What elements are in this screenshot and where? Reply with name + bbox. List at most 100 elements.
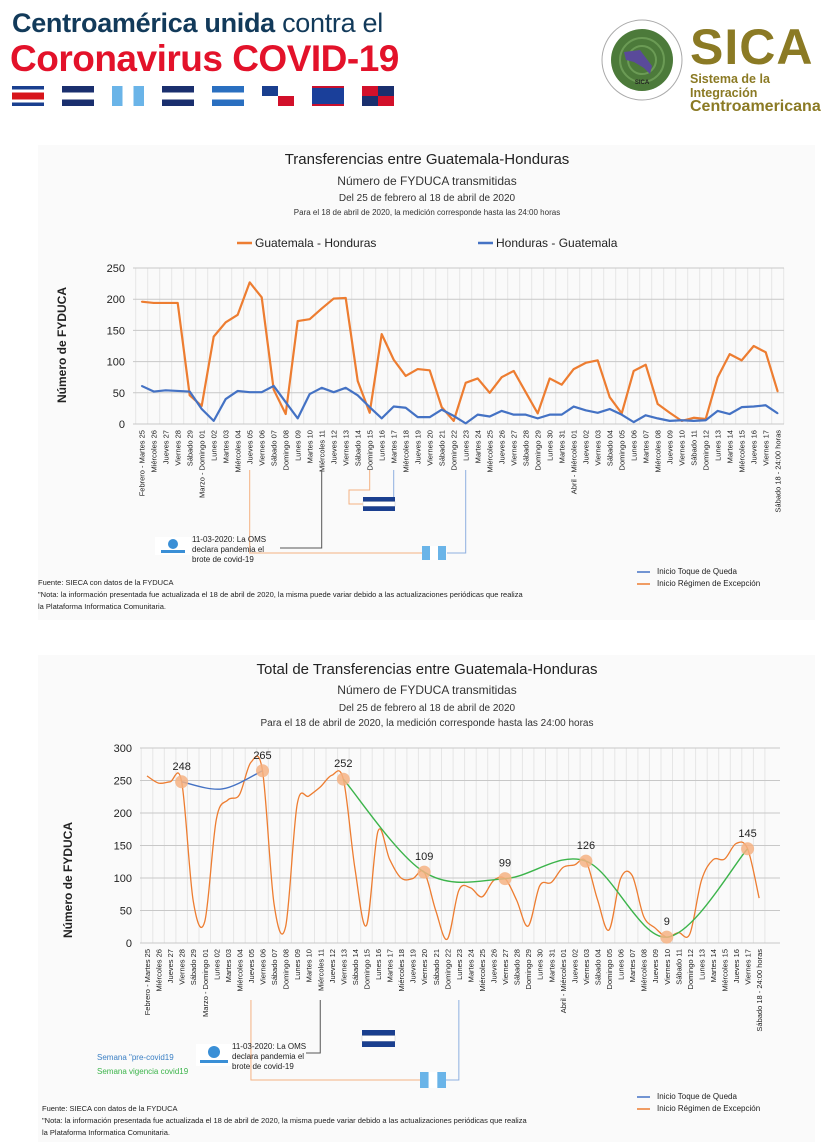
x-tick-label: Lunes 23 — [455, 949, 464, 980]
x-tick-label: Sábado 04 — [606, 430, 615, 466]
data-point — [272, 385, 275, 387]
data-point — [596, 411, 599, 414]
data-point — [272, 388, 275, 391]
data-point — [332, 297, 335, 300]
who-text-line: 11-03-2020: La OMS — [192, 535, 267, 544]
flag-nicaragua-icon — [212, 86, 244, 106]
data-point — [380, 417, 383, 420]
legend-exception-2: Inicio Régimen de Excepción — [657, 1104, 761, 1113]
data-point — [572, 368, 575, 370]
data-point — [368, 406, 371, 408]
x-tick-label: Martes 31 — [558, 430, 567, 463]
flag-dominican-republic-icon — [362, 86, 394, 106]
data-point — [248, 281, 251, 284]
data-point — [212, 420, 215, 422]
x-tick-label: Martes 24 — [474, 430, 483, 463]
data-point — [512, 413, 515, 416]
x-tick-label: Domingo 22 — [450, 430, 459, 470]
guatemala-flag-icon — [430, 546, 438, 560]
x-tick-label: Sábado 11 — [690, 430, 699, 466]
data-point — [152, 390, 155, 393]
guatemala-flag-icon — [422, 546, 430, 560]
y-tick-label: 300 — [114, 743, 132, 755]
highlight-marker — [256, 764, 269, 778]
banner-line-2: Coronavirus COVID-19 — [10, 38, 399, 79]
series-line-gt-hn — [141, 281, 779, 422]
honduras-connector — [348, 470, 371, 505]
sica-subtitle: Sistema de la Integración Centroamericana — [690, 72, 825, 115]
y-axis-label: Número de FYDUCA — [61, 822, 75, 938]
flag-belize-icon — [312, 86, 344, 106]
x-tick-label: Viernes 10 — [663, 949, 672, 985]
legend-week-pre: Semana "pre-covid19 — [97, 1053, 174, 1062]
data-label: 252 — [334, 758, 352, 770]
chart-2-footer: Fuente: SIECA con datos de la FYDUCA "Not… — [42, 1103, 527, 1139]
x-tick-label: Domingo 15 — [362, 949, 371, 989]
data-label: 248 — [172, 761, 190, 773]
x-tick-label: Sábado 28 — [513, 949, 522, 985]
data-point — [428, 369, 431, 372]
data-point — [284, 401, 287, 403]
data-point — [500, 410, 503, 412]
highlight-marker — [417, 865, 431, 879]
source-text: Fuente: SIECA con datos de la FYDUCA — [42, 1104, 178, 1113]
x-tick-label: Viernes 17 — [744, 949, 753, 985]
data-point — [488, 392, 491, 394]
x-tick-label: Viernes 27 — [501, 949, 510, 985]
data-point — [404, 406, 407, 409]
data-point — [440, 406, 443, 408]
chart-2-panel — [38, 655, 815, 1142]
data-label: 109 — [415, 851, 433, 863]
x-tick-label: Jueves 02 — [570, 949, 579, 983]
curfew-connector-gt — [447, 470, 467, 554]
data-point — [656, 403, 659, 405]
x-tick-label: Lunes 23 — [462, 430, 471, 461]
sica-title: SICA — [690, 19, 814, 75]
x-tick-label: Marzo - Domingo 01 — [201, 949, 210, 1017]
legend-exception-1: Inicio Régimen de Excepción — [657, 579, 761, 588]
source-text: Fuente: SIECA con datos de la FYDUCA — [38, 578, 174, 587]
x-tick-label: Viernes 27 — [510, 430, 519, 466]
note-text: "Nota: la información presentada fue act… — [42, 1116, 527, 1125]
x-tick-label: Miércoles 26 — [150, 430, 159, 473]
data-point — [644, 414, 647, 417]
data-point — [536, 417, 539, 420]
highlight-marker — [498, 872, 512, 886]
x-tick-label: Domingo 08 — [282, 949, 291, 989]
x-tick-label: Martes 14 — [726, 430, 735, 463]
data-point — [488, 415, 491, 418]
data-point — [344, 387, 347, 389]
x-tick-label: Jueves 27 — [166, 949, 175, 983]
data-point — [440, 408, 443, 411]
y-tick-label: 150 — [107, 325, 125, 337]
chart-title: Total de Transferencias entre Guatemala-… — [256, 661, 597, 678]
x-tick-label: Jueves 02 — [582, 430, 591, 464]
highlight-marker — [336, 772, 350, 786]
x-tick-label: Domingo 22 — [443, 949, 452, 989]
x-tick-label: Lunes 02 — [210, 430, 219, 461]
data-point — [620, 413, 623, 416]
who-logo-icon — [196, 1044, 232, 1066]
data-point — [200, 405, 203, 407]
x-tick-label: Sábado 07 — [270, 949, 279, 985]
data-point — [236, 314, 239, 316]
x-tick-label: Jueves 05 — [246, 430, 255, 464]
x-tick-label: Viernes 28 — [178, 949, 187, 985]
trendline-covid — [342, 778, 749, 938]
y-tick-label: 200 — [107, 294, 125, 306]
x-tick-label: Jueves 12 — [328, 949, 337, 983]
who-connector — [280, 470, 323, 549]
exception-connector — [249, 470, 425, 554]
y-tick-label: 100 — [114, 873, 132, 885]
x-tick-label: Miércoles 18 — [402, 430, 411, 473]
data-point — [704, 419, 707, 422]
honduras-flag-icon — [361, 1035, 396, 1042]
y-tick-label: 0 — [119, 419, 125, 431]
x-tick-label: Lunes 16 — [374, 949, 383, 980]
x-tick-label: Lunes 30 — [546, 430, 555, 461]
x-tick-label: Miércoles 26 — [155, 949, 164, 992]
x-tick-label: Viernes 10 — [678, 430, 687, 466]
data-point — [368, 411, 371, 414]
x-tick-label: Miércoles 11 — [316, 949, 325, 991]
